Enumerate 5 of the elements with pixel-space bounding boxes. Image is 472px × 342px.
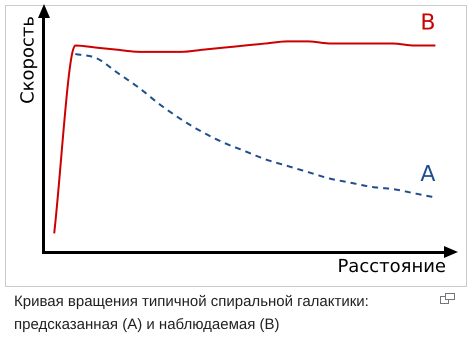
text: Кривая вращения типичной спиральной галактики: предсказанная (A) и наблюдаемая (B) [14,292,370,335]
series-label: B [420,10,436,36]
series-label: A [420,162,436,188]
y-axis-title: Скорость [17,16,38,104]
x-axis-title: Расстояние [337,256,446,277]
